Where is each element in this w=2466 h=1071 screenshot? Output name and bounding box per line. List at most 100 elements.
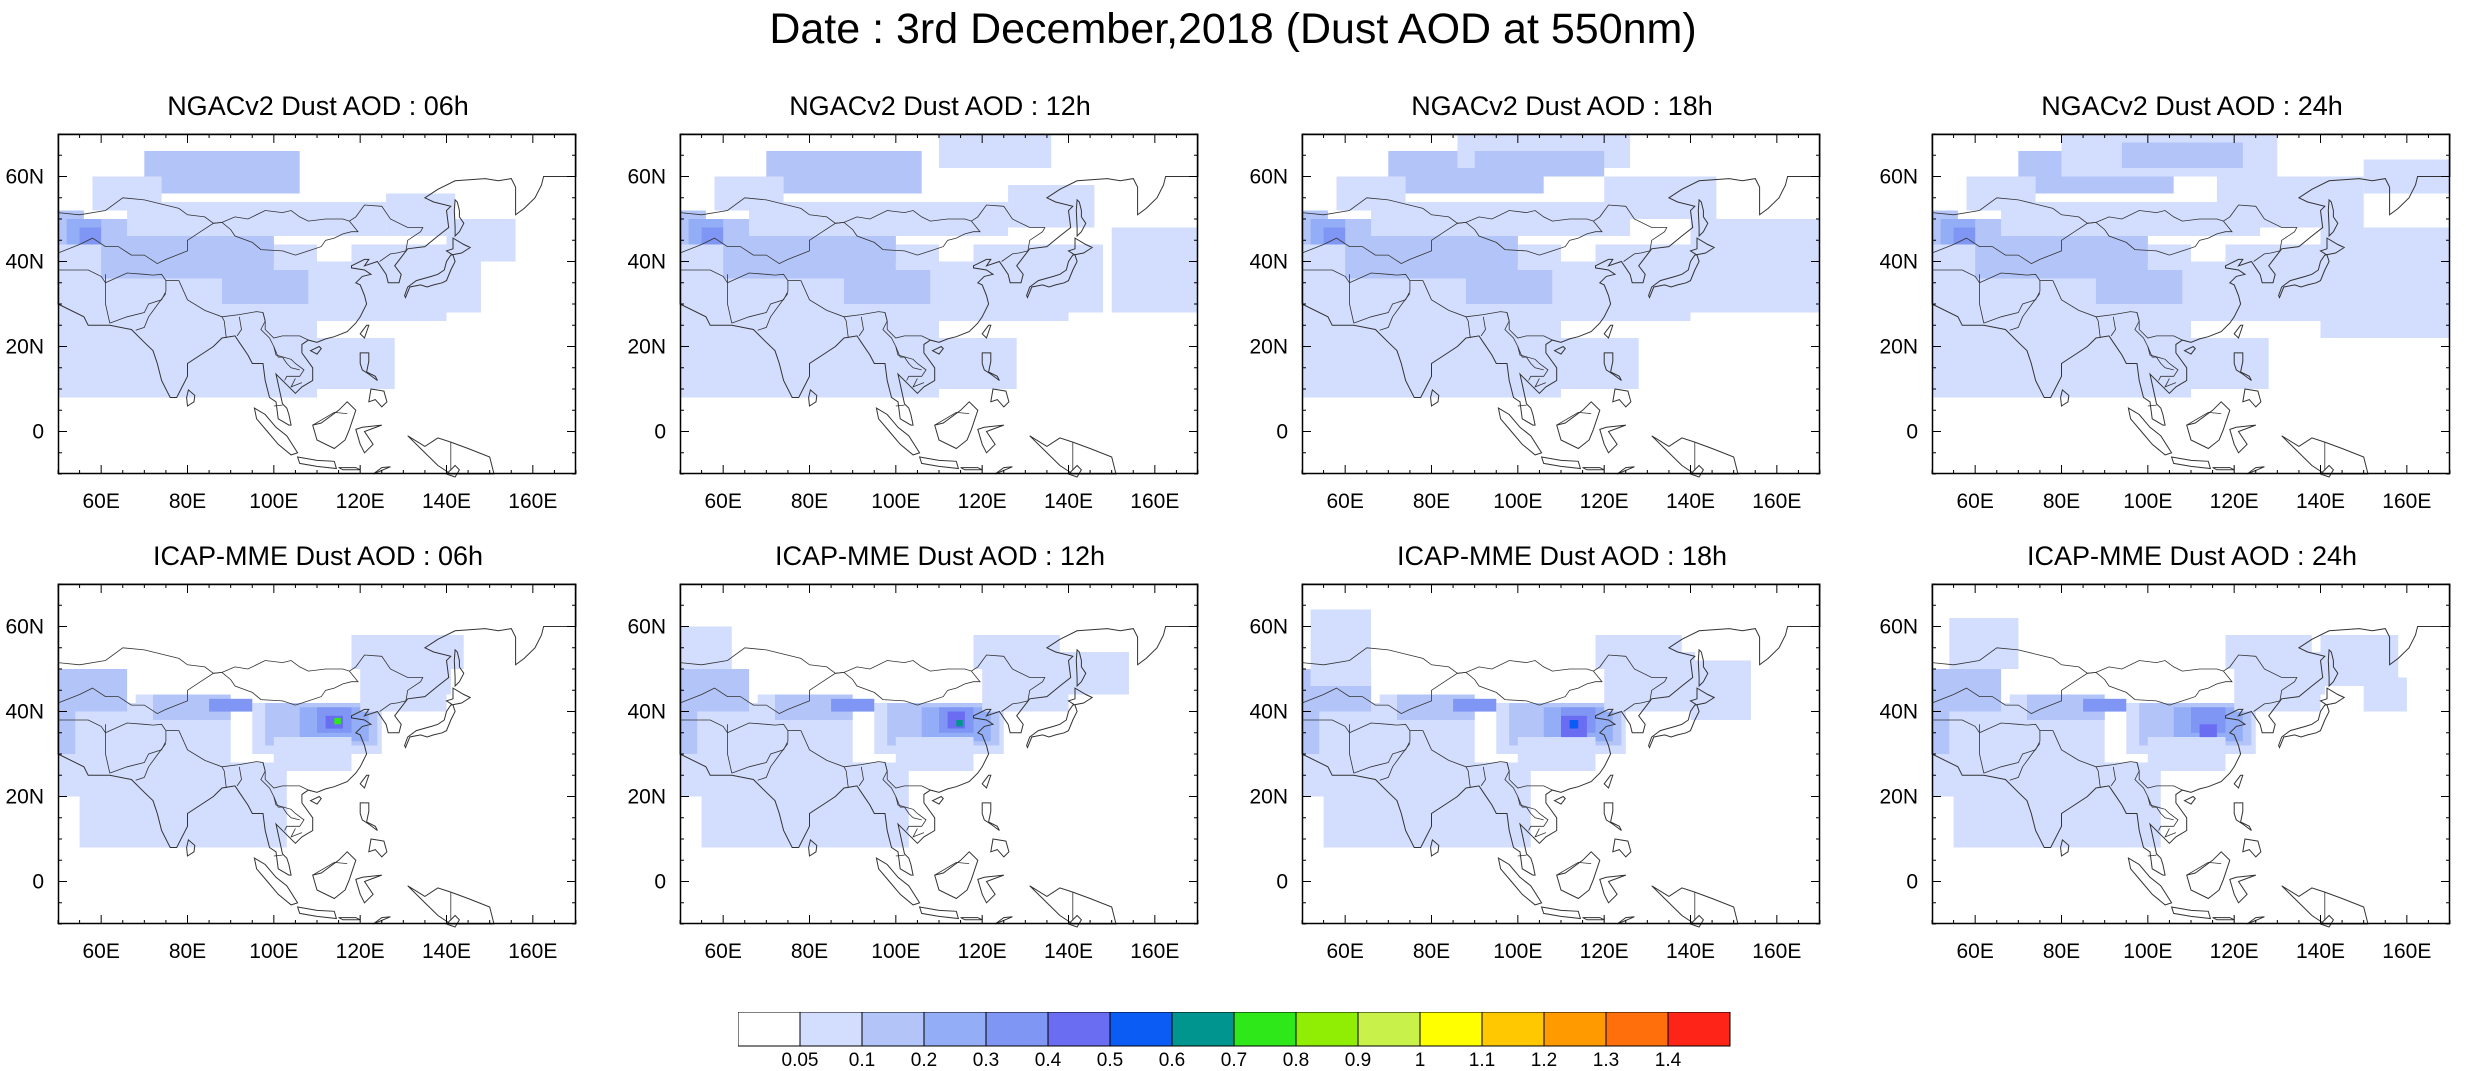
colorbar-bin [1543,1012,1607,1047]
dust-cell [1474,151,1605,177]
country-border [843,670,981,706]
tick-marks [1301,583,1821,925]
coastline [445,914,461,928]
country-border [934,861,970,876]
country-border [58,269,106,284]
dust-cell [766,151,922,194]
x-tick-label: 160E [2382,940,2431,963]
x-tick-label: 60E [704,940,741,963]
country-border [312,411,348,426]
country-border [1379,743,1411,781]
y-tick-label: 20N [5,786,44,809]
y-tick-label: 0 [654,421,666,444]
country-border [882,312,927,381]
colorbar-label: 0.2 [911,1050,937,1068]
coastline [2281,885,2369,925]
y-tick-label: 60N [627,166,666,189]
country-border [2009,293,2041,331]
x-tick-label: 60E [1326,940,1363,963]
dust-cell [2216,176,2364,228]
country-border [2110,766,2116,787]
country-border [2147,854,2157,857]
dust-cell [1517,737,1596,771]
dust-cell [1949,618,2019,669]
colorbar-bin [1667,1012,1731,1047]
dust-cell [701,762,909,848]
panel-title: ICAP-MME Dust AOD : 24h [2026,541,2358,571]
x-tick-label: 160E [1752,490,1801,513]
dust-cell [58,703,76,754]
coastline [1553,345,1566,355]
country-border [1301,672,1467,715]
country-border [679,647,1046,701]
country-border [895,854,905,857]
colorbar-bin [1481,1012,1545,1047]
coastline [1067,464,1083,478]
coastline [1599,424,1626,454]
dust-cell [1966,176,2036,211]
country-border [843,220,981,256]
country-border [221,316,227,339]
x-tick-label: 120E [958,490,1007,513]
coastline [1497,857,1543,906]
coastline [1612,838,1632,858]
x-tick-label: 60E [704,490,741,513]
x-tick-label: 160E [1130,940,1179,963]
colorbar-bin [1605,1012,1669,1047]
coastline [309,345,322,355]
tick-marks [1931,133,2451,475]
country-border [1931,672,2097,715]
dust-cell [1302,703,1320,754]
tick-marks [1301,133,1821,475]
coastline [445,464,461,478]
x-tick-label: 140E [2296,490,2345,513]
country-border [1517,404,1527,407]
country-border [2164,828,2177,838]
country-border [379,250,406,262]
coastline [2229,424,2256,454]
x-tick-label: 160E [2382,490,2431,513]
panel-title: NGACv2 Dust AOD : 12h [789,91,1091,121]
country-border [379,700,406,712]
country-border [2134,312,2179,381]
country-border [2009,743,2041,781]
dust-cell [973,244,1103,313]
coastline [977,424,1004,454]
coastline [1026,687,1094,749]
country-border [2095,766,2101,789]
country-border [290,828,303,838]
country-border [312,861,348,876]
dust-cell [92,176,162,211]
country-border [109,280,167,324]
map-panel: 60E 80E 100E 120E 140E 160E 60N 40N 20N 0 [5,583,577,963]
coastline [875,857,921,906]
coastline [1540,906,1582,920]
country-border [1349,272,1411,284]
country-border [858,316,864,337]
x-tick-label: 120E [336,490,385,513]
coastline [1697,198,1709,238]
country-border [1517,854,1527,857]
country-border [57,197,424,251]
colorbar-label: 0.7 [1221,1050,1247,1068]
dust-cell [749,202,1009,236]
country-border [2110,316,2116,337]
coastline [2060,838,2070,857]
country-border [757,293,789,331]
x-tick-label: 100E [2123,940,2172,963]
coastline [2060,388,2070,407]
coastline [2170,456,2212,470]
coastline [1603,802,1622,831]
coastline [2233,774,2244,789]
tick-marks [679,133,1199,475]
coastline [1931,583,2451,876]
country-border [105,724,111,774]
colorbar-label: 0.3 [973,1050,999,1068]
y-tick-label: 20N [1249,336,1288,359]
country-border [912,378,925,388]
dust-cell [895,737,974,771]
country-border [1623,250,1650,262]
dust-cell [83,261,240,372]
dust-cell [209,698,253,712]
country-border [1465,766,1471,789]
